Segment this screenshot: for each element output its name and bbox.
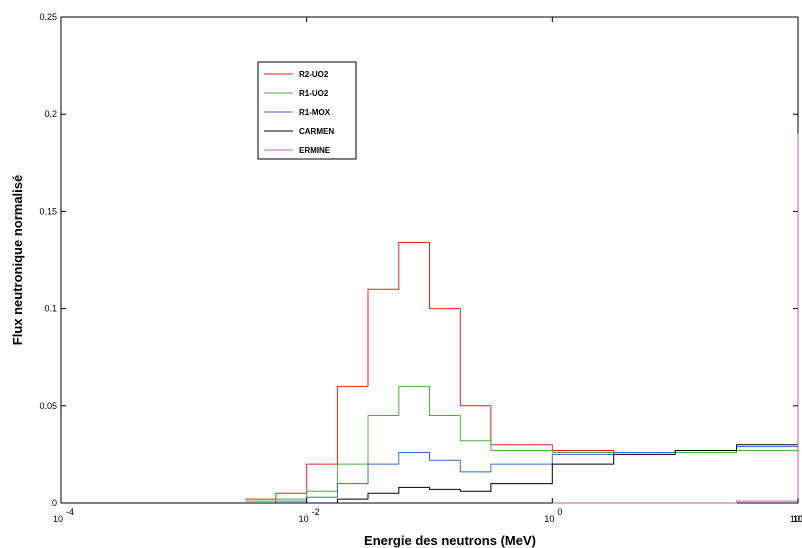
y-tick-label: 0.2 — [44, 109, 57, 119]
legend-box — [257, 61, 357, 160]
legend-label-r1-uo2: R1-UO2 — [299, 89, 329, 98]
legend-label-carmen: CARMEN — [299, 127, 334, 136]
x-tick-exponent: -2 — [312, 507, 320, 517]
series-line-ermine — [552, 133, 799, 504]
legend-label-r1-mox: R1-MOX — [299, 108, 331, 117]
x-ticks: 10-410-2100102101010 — [53, 17, 802, 524]
x-tick-exponent: -4 — [66, 507, 74, 517]
legend-label-r2-uo2: R2-UO2 — [299, 70, 329, 79]
y-axis-label: Flux neutronique normalisé — [10, 175, 25, 345]
x-tick-label: 10 — [793, 514, 802, 524]
y-ticks: 0 0.05 0.1 0.15 0.2 0.25 — [39, 12, 798, 508]
x-tick-label: 10 — [793, 514, 802, 524]
x-axis-label: Energie des neutrons (MeV) — [364, 533, 536, 548]
series-layer — [245, 94, 799, 504]
x-tick-label: 10 — [793, 514, 802, 524]
x-tick-label: 10 — [53, 514, 63, 524]
legend: R2-UO2 R1-UO2 R1-MOX CARMEN ERMINE — [257, 61, 357, 160]
x-tick-label: 10 — [299, 514, 309, 524]
y-tick-label: 0.05 — [39, 401, 57, 411]
y-tick-label: 0.15 — [39, 206, 57, 216]
y-tick-label: 0.1 — [44, 304, 57, 314]
x-tick-exponent: 0 — [557, 507, 562, 517]
y-tick-label: 0.25 — [39, 12, 57, 22]
x-tick-label: 10 — [544, 514, 554, 524]
legend-label-ermine: ERMINE — [299, 146, 331, 155]
x-tick-label: 10 — [790, 514, 800, 524]
y-tick-label: 0 — [52, 498, 57, 508]
